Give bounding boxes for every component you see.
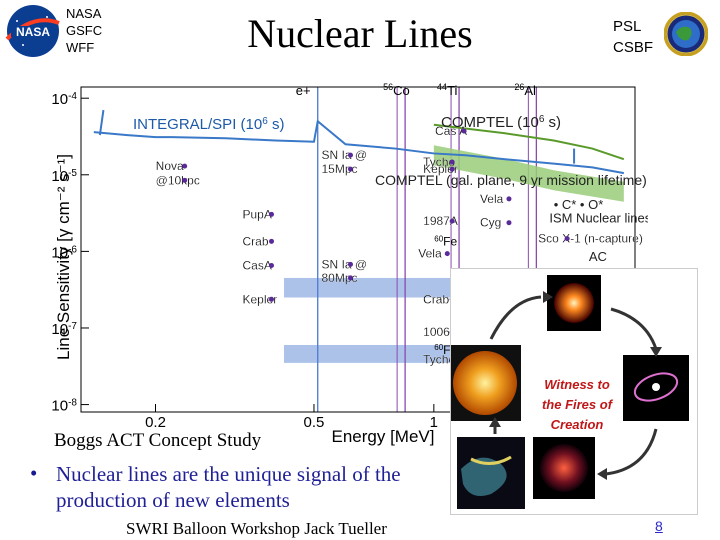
source-marker [269, 263, 275, 269]
series-comptel-line [433, 123, 625, 161]
source-label: SN Ia @ [321, 148, 367, 162]
source-label: Sco X-1 (n-capture) [538, 232, 643, 246]
source-marker [564, 236, 570, 242]
inset-supernova [540, 444, 588, 492]
x-tick-label: 1 [430, 414, 438, 431]
isotope-label: 60Fe [434, 234, 457, 249]
cycle-arrow [610, 307, 658, 350]
nasa-logo: NASA [5, 5, 60, 57]
source-marker [461, 128, 467, 134]
source-marker [269, 296, 275, 302]
svg-text:NASA: NASA [16, 25, 50, 39]
bullet-symbol: • [30, 461, 38, 485]
source-label: 15Mpc [321, 162, 357, 176]
y-tick-label: 10-5 [51, 167, 77, 185]
series-comptel-gal-band [433, 145, 624, 202]
source-label: @10kpc [156, 173, 200, 187]
cycle-arrow [489, 295, 542, 340]
source-marker [182, 163, 188, 169]
source-label: SN Ia @ [321, 257, 367, 271]
slide-title: Nuclear Lines [247, 11, 473, 56]
source-marker [506, 220, 512, 226]
y-axis-label: Line Sensitivity [γ cm⁻² s⁻¹] [54, 154, 73, 360]
chart-caption: Boggs ACT Concept Study [52, 430, 264, 452]
source-label: Crab [423, 292, 449, 306]
legend-label: ISM Nuclear lines [549, 210, 648, 225]
source-label: Kepler [243, 292, 278, 306]
source-marker [449, 159, 455, 165]
header-org-left: NASA GSFC WFF [66, 5, 102, 56]
legend-label: • C* • O* [554, 197, 604, 212]
source-label: PupA [243, 207, 272, 221]
vertical-line-label: 26Al [514, 82, 536, 98]
page-number-link[interactable]: 8 [655, 518, 663, 534]
bullet-text: Nuclear lines are the unique signal of t… [56, 462, 401, 512]
source-marker [347, 261, 353, 267]
source-marker [444, 251, 450, 257]
source-label: 1987A [423, 214, 458, 228]
x-axis-label: Energy [MeV] [332, 427, 435, 446]
x-tick-label: 0.5 [304, 414, 325, 431]
x-tick-label: 0.2 [145, 414, 166, 431]
source-marker [449, 166, 455, 172]
inset-remnant-streak [470, 455, 512, 465]
band-label: AC [589, 249, 607, 264]
inset-sun [453, 351, 517, 415]
inset-nebula-core [652, 383, 660, 391]
source-label: Cas A [435, 124, 467, 138]
inset-caption-line: Witness to [544, 377, 610, 392]
source-label: 1006 [423, 325, 450, 339]
source-label: Tycho [423, 352, 455, 366]
plot-frame [80, 86, 636, 413]
source-marker [347, 275, 353, 281]
source-label: 80Mpc [321, 271, 357, 285]
source-label: Tycho [423, 155, 455, 169]
series-integral-peak [98, 109, 105, 136]
source-marker [269, 238, 275, 244]
header-org-line: GSFC [66, 23, 103, 38]
inset-caption-line: Creation [551, 417, 604, 432]
source-marker [347, 166, 353, 172]
header-org-right: PSL CSBF [613, 16, 653, 58]
source-label: Nova [156, 159, 184, 173]
inset-star [554, 283, 594, 323]
vertical-line-label: e+ [296, 83, 311, 98]
inset-remnant [461, 457, 507, 497]
footer-credit: SWRI Balloon Workshop Jack Tueller [126, 519, 387, 538]
cycle-arrowhead [489, 417, 501, 427]
source-label: CasA [243, 259, 272, 273]
psl-logo [664, 12, 708, 56]
y-tick-label: 10-8 [51, 397, 77, 415]
series-label-integral: INTEGRAL/SPI (106 s) [133, 116, 284, 134]
source-marker [449, 218, 455, 224]
vertical-line-label: 44Ti [437, 82, 457, 98]
source-label: Crab [243, 234, 269, 248]
y-tick-label: 10-4 [51, 91, 77, 109]
cycle-arrowhead [650, 347, 662, 357]
vertical-line-label: 56Co [383, 82, 410, 98]
source-marker [506, 196, 512, 202]
header-org-line: CSBF [613, 39, 654, 56]
header-org-line: WFF [66, 40, 95, 55]
header-org-line: NASA [66, 6, 102, 21]
series-label-comptel: COMPTEL (106 s) [441, 114, 561, 132]
source-label: Vela [418, 247, 442, 261]
series-label-comptel-gal: COMPTEL (gal. plane, 9 yr mission lifeti… [375, 172, 647, 188]
source-marker [269, 211, 275, 217]
cycle-arrowhead [543, 291, 553, 303]
cycle-arrowhead [597, 468, 607, 480]
cycle-arrow [605, 428, 658, 476]
source-label: Cyg [480, 216, 501, 230]
source-marker [182, 177, 188, 183]
source-marker [347, 152, 353, 158]
inset-caption-line: the Fires of [542, 397, 614, 412]
header-org-line: PSL [613, 18, 642, 35]
inset-nebula [633, 372, 679, 402]
creation-cycle-inset: Witness to the Fires of Creation [450, 268, 698, 515]
series-integral-line [93, 119, 625, 175]
source-label: Vela [480, 192, 504, 206]
source-label: Kepler [423, 162, 458, 176]
y-tick-label: 10-6 [51, 244, 77, 262]
y-tick-label: 10-7 [51, 320, 77, 338]
